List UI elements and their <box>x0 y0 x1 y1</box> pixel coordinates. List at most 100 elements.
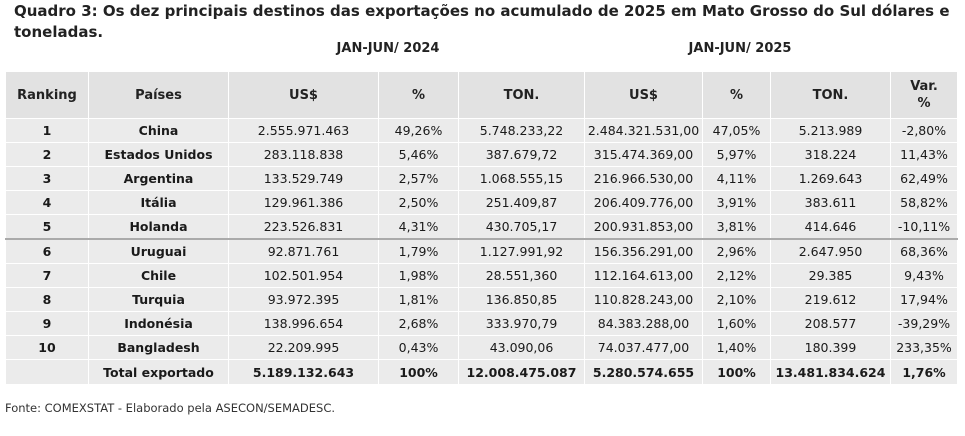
cell-country: Bangladesh <box>88 335 229 360</box>
cell-total-pct-2024: 100% <box>378 359 459 385</box>
cell-ton-2024: 28.551,360 <box>458 263 585 288</box>
cell-pct-2024: 1,98% <box>378 263 459 288</box>
cell-country: Estados Unidos <box>88 142 229 167</box>
cell-var: 62,49% <box>890 166 958 191</box>
table-row: 9 Indonésia 138.996.654 2,68% 333.970,79… <box>5 311 958 336</box>
table-row: 10 Bangladesh 22.209.995 0,43% 43.090,06… <box>5 335 958 360</box>
cell-country: Uruguai <box>88 238 229 264</box>
table-row: 1 China 2.555.971.463 49,26% 5.748.233,2… <box>5 118 958 143</box>
cell-var: 233,35% <box>890 335 958 360</box>
cell-var: 68,36% <box>890 238 958 264</box>
header-pct-2025: % <box>702 71 771 119</box>
table-row: 3 Argentina 133.529.749 2,57% 1.068.555,… <box>5 166 958 191</box>
cell-ton-2024: 1.127.991,92 <box>458 238 585 264</box>
cell-ton-2025: 5.213.989 <box>770 118 891 143</box>
cell-pct-2024: 2,50% <box>378 190 459 215</box>
cell-country: Argentina <box>88 166 229 191</box>
period-label-2024: JAN-JUN/ 2024 <box>336 41 440 56</box>
cell-ton-2024: 43.090,06 <box>458 335 585 360</box>
header-var-line2: % <box>917 96 931 111</box>
cell-country: Holanda <box>88 214 229 240</box>
header-usd-2024: US$ <box>228 71 379 119</box>
cell-rank: 1 <box>5 118 89 143</box>
cell-rank: 4 <box>5 190 89 215</box>
cell-ton-2024: 136.850,85 <box>458 287 585 312</box>
cell-rank: 9 <box>5 311 89 336</box>
cell-pct-2024: 4,31% <box>378 214 459 240</box>
cell-rank: 5 <box>5 214 89 240</box>
cell-ton-2024: 1.068.555,15 <box>458 166 585 191</box>
cell-rank: 3 <box>5 166 89 191</box>
cell-ton-2025: 29.385 <box>770 263 891 288</box>
cell-ton-2025: 219.612 <box>770 287 891 312</box>
cell-ton-2025: 180.399 <box>770 335 891 360</box>
cell-ton-2025: 1.269.643 <box>770 166 891 191</box>
header-pct-2024: % <box>378 71 459 119</box>
table-header-row: Ranking Países US$ % TON. US$ % TON. Var… <box>5 71 958 119</box>
cell-usd-2024: 223.526.831 <box>228 214 379 240</box>
cell-country: Chile <box>88 263 229 288</box>
cell-usd-2025: 206.409.776,00 <box>584 190 703 215</box>
cell-pct-2024: 5,46% <box>378 142 459 167</box>
cell-total-ton-2024: 12.008.475.087 <box>458 359 585 385</box>
cell-pct-2025: 1,40% <box>702 335 771 360</box>
cell-pct-2025: 5,97% <box>702 142 771 167</box>
cell-var: -39,29% <box>890 311 958 336</box>
cell-total-pct-2025: 100% <box>702 359 771 385</box>
header-ranking: Ranking <box>5 71 89 119</box>
table-row: 2 Estados Unidos 283.118.838 5,46% 387.6… <box>5 142 958 167</box>
header-paises: Países <box>88 71 229 119</box>
header-ton-2025: TON. <box>770 71 891 119</box>
cell-usd-2024: 2.555.971.463 <box>228 118 379 143</box>
period-label-2025: JAN-JUN/ 2025 <box>688 41 792 56</box>
table-row: 8 Turquia 93.972.395 1,81% 136.850,85 11… <box>5 287 958 312</box>
cell-pct-2024: 49,26% <box>378 118 459 143</box>
table-caption: Quadro 3: Os dez principais destinos das… <box>14 2 950 41</box>
cell-usd-2025: 74.037.477,00 <box>584 335 703 360</box>
cell-pct-2025: 3,81% <box>702 214 771 240</box>
cell-country: Itália <box>88 190 229 215</box>
cell-usd-2025: 156.356.291,00 <box>584 238 703 264</box>
cell-ton-2025: 383.611 <box>770 190 891 215</box>
cell-usd-2024: 93.972.395 <box>228 287 379 312</box>
table-row: 4 Itália 129.961.386 2,50% 251.409,87 20… <box>5 190 958 215</box>
cell-total-var: 1,76% <box>890 359 958 385</box>
cell-total-rank-empty <box>5 359 89 385</box>
header-var: Var.% <box>890 71 958 119</box>
cell-ton-2024: 251.409,87 <box>458 190 585 215</box>
header-ton-2024: TON. <box>458 71 585 119</box>
cell-ton-2024: 430.705,17 <box>458 214 585 240</box>
total-row: Total exportado 5.189.132.643 100% 12.00… <box>5 359 958 385</box>
cell-pct-2024: 2,57% <box>378 166 459 191</box>
cell-usd-2025: 315.474.369,00 <box>584 142 703 167</box>
cell-ton-2025: 208.577 <box>770 311 891 336</box>
cell-var: 9,43% <box>890 263 958 288</box>
cell-var: 58,82% <box>890 190 958 215</box>
table-row: 7 Chile 102.501.954 1,98% 28.551,360 112… <box>5 263 958 288</box>
cell-total-usd-2024: 5.189.132.643 <box>228 359 379 385</box>
cell-pct-2025: 2,10% <box>702 287 771 312</box>
cell-pct-2025: 47,05% <box>702 118 771 143</box>
cell-usd-2024: 138.996.654 <box>228 311 379 336</box>
cell-usd-2024: 22.209.995 <box>228 335 379 360</box>
cell-var: -2,80% <box>890 118 958 143</box>
cell-rank: 6 <box>5 238 89 264</box>
cell-usd-2024: 129.961.386 <box>228 190 379 215</box>
exports-table: Ranking Países US$ % TON. US$ % TON. Var… <box>5 71 958 385</box>
table-row: 6 Uruguai 92.871.761 1,79% 1.127.991,92 … <box>5 238 958 264</box>
cell-ton-2025: 2.647.950 <box>770 238 891 264</box>
cell-pct-2025: 2,96% <box>702 238 771 264</box>
cell-total-ton-2025: 13.481.834.624 <box>770 359 891 385</box>
cell-ton-2024: 387.679,72 <box>458 142 585 167</box>
cell-var: 17,94% <box>890 287 958 312</box>
cell-pct-2025: 3,91% <box>702 190 771 215</box>
cell-pct-2025: 2,12% <box>702 263 771 288</box>
cell-usd-2024: 283.118.838 <box>228 142 379 167</box>
cell-usd-2024: 102.501.954 <box>228 263 379 288</box>
cell-pct-2024: 2,68% <box>378 311 459 336</box>
cell-usd-2025: 112.164.613,00 <box>584 263 703 288</box>
cell-total-usd-2025: 5.280.574.655 <box>584 359 703 385</box>
cell-pct-2025: 1,60% <box>702 311 771 336</box>
cell-usd-2025: 216.966.530,00 <box>584 166 703 191</box>
cell-ton-2025: 414.646 <box>770 214 891 240</box>
